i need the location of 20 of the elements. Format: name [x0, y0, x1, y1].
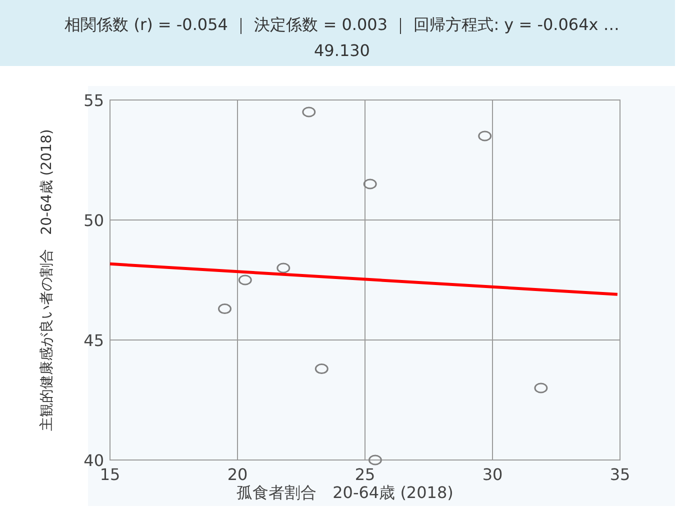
ytick: 55 [84, 91, 104, 110]
xtick: 30 [482, 465, 503, 484]
title: 相関係数 (r) = -0.054 ｜ 決定係数 = 0.003 ｜ 回帰方程式: y = -0.064x … [64, 15, 620, 34]
xtick: 20 [227, 465, 248, 484]
point [363, 178, 377, 190]
subtitle: 49.130 [314, 41, 370, 60]
xlabel: 孤食者割合 20-64歳 (2018) [236, 483, 454, 502]
point [238, 274, 252, 286]
point [314, 364, 328, 374]
ytick: 50 [84, 211, 104, 230]
point [218, 304, 232, 314]
xtick: 25 [354, 465, 376, 484]
ylabel: 主観的健康感が良い者の割合 20-64歳 (2018) [39, 129, 55, 431]
point [478, 130, 492, 142]
point [276, 262, 290, 274]
point [302, 106, 316, 118]
point [368, 454, 382, 466]
point [534, 382, 548, 394]
xtick: 35 [610, 465, 630, 484]
ytick: 45 [84, 331, 104, 350]
